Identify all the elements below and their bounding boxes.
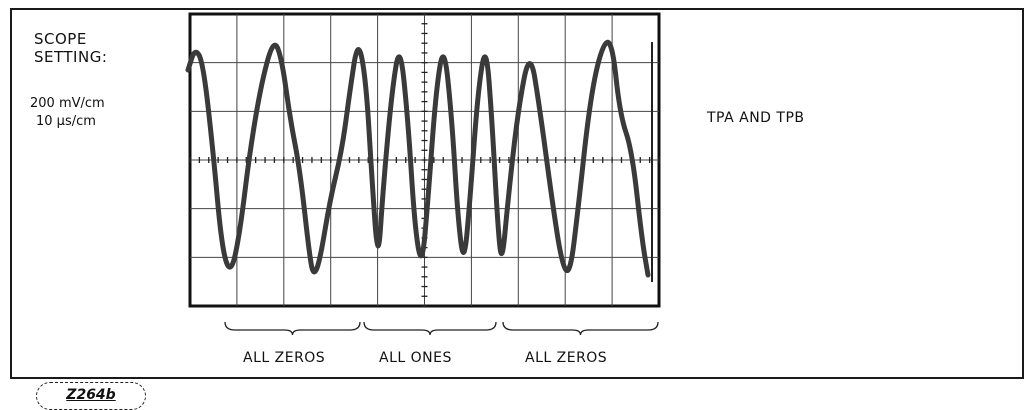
figure-id: Z264b (66, 387, 116, 403)
frame-left-line (10, 8, 12, 378)
scope-setting-title: SCOPE (34, 30, 87, 48)
time-per-div: 10 µs/cm (36, 114, 96, 129)
segment-braces (224, 321, 659, 336)
segment-brace (363, 321, 497, 336)
scope-setting-title-2: SETTING: (34, 48, 108, 66)
frame-top-line (10, 8, 1024, 10)
frame-bottom-line (10, 377, 1024, 379)
scope-graticule (188, 12, 661, 308)
frame-right-line (1022, 8, 1024, 378)
segment-brace (224, 321, 361, 336)
segment-label-zeros-1: ALL ZEROS (243, 350, 326, 366)
volts-per-div: 200 mV/cm (30, 96, 105, 111)
segment-label-ones: ALL ONES (379, 350, 452, 366)
segment-brace (502, 321, 659, 336)
signal-name: TPA AND TPB (707, 110, 805, 126)
waveform-trace (185, 39, 651, 278)
segment-label-zeros-2: ALL ZEROS (525, 350, 608, 366)
